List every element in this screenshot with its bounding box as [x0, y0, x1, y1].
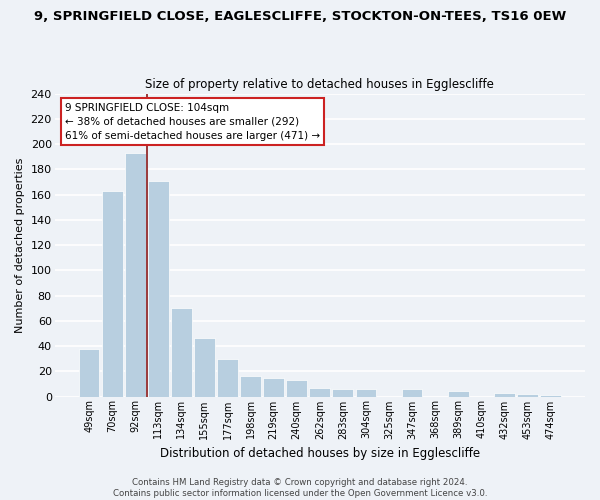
Bar	[286, 380, 307, 396]
Text: Contains HM Land Registry data © Crown copyright and database right 2024.
Contai: Contains HM Land Registry data © Crown c…	[113, 478, 487, 498]
Bar	[332, 389, 353, 396]
Bar	[310, 388, 330, 396]
Bar	[356, 389, 376, 396]
Bar	[148, 180, 169, 396]
Text: 9, SPRINGFIELD CLOSE, EAGLESCLIFFE, STOCKTON-ON-TEES, TS16 0EW: 9, SPRINGFIELD CLOSE, EAGLESCLIFFE, STOC…	[34, 10, 566, 23]
Bar	[125, 153, 146, 396]
Bar	[217, 358, 238, 397]
Bar	[401, 389, 422, 396]
Bar	[194, 338, 215, 396]
Bar	[79, 348, 100, 397]
Bar	[171, 308, 192, 396]
Y-axis label: Number of detached properties: Number of detached properties	[15, 158, 25, 332]
Bar	[240, 376, 261, 396]
Bar	[102, 191, 122, 396]
Bar	[517, 394, 538, 396]
Bar	[448, 392, 469, 396]
Title: Size of property relative to detached houses in Egglescliffe: Size of property relative to detached ho…	[145, 78, 494, 91]
Text: 9 SPRINGFIELD CLOSE: 104sqm
← 38% of detached houses are smaller (292)
61% of se: 9 SPRINGFIELD CLOSE: 104sqm ← 38% of det…	[65, 102, 320, 141]
Bar	[494, 392, 515, 396]
Bar	[263, 378, 284, 396]
X-axis label: Distribution of detached houses by size in Egglescliffe: Distribution of detached houses by size …	[160, 447, 480, 460]
